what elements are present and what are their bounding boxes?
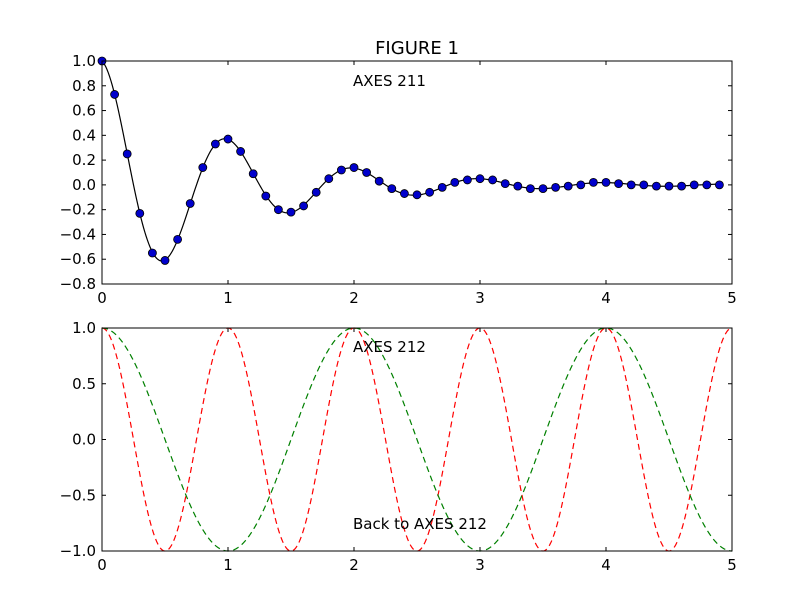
- y-tick-label: −0.4: [60, 225, 96, 243]
- data-point: [135, 208, 145, 218]
- data-point: [374, 176, 384, 186]
- data-point: [387, 184, 397, 194]
- y-tick-label: −0.6: [60, 250, 96, 268]
- data-point: [349, 163, 359, 172]
- data-point: [462, 175, 472, 185]
- x-tick-label: 4: [601, 289, 611, 307]
- y-tick-label: −0.2: [60, 201, 96, 219]
- data-point: [614, 179, 623, 189]
- y-tick-label: 0.0: [72, 431, 96, 449]
- data-point: [702, 180, 712, 190]
- data-point: [160, 256, 170, 265]
- data-point: [450, 178, 460, 187]
- axes-212-series: [101, 327, 733, 552]
- data-point: [122, 149, 132, 159]
- data-point: [399, 189, 409, 198]
- x-tick-label: 0: [97, 556, 107, 574]
- data-point: [147, 248, 157, 258]
- y-tick-label: 0.8: [72, 77, 96, 95]
- axes-211-ticks: 0 1 2 3 4 5 −0.8 −0.6 −0.4 −0.2 0.0 0.2 0.4 0.6 0.8 1.0: [60, 52, 737, 307]
- data-point: [664, 181, 674, 191]
- data-point: [652, 181, 661, 191]
- data-point: [488, 175, 498, 185]
- axes-212-ticks: 0 1 2 3 4 5 −1.0 −0.5 0.0 0.5 1.0: [60, 319, 737, 574]
- axes-212-annotation: AXES 212: [353, 338, 426, 356]
- y-tick-label: −1.0: [60, 542, 96, 560]
- data-point: [500, 179, 510, 189]
- data-point: [626, 180, 636, 190]
- data-point: [173, 234, 183, 244]
- data-point: [677, 181, 686, 191]
- axes-211-annotation: AXES 211: [353, 72, 426, 90]
- y-tick-label: −0.5: [60, 486, 96, 504]
- x-tick-label: 5: [727, 556, 737, 574]
- data-point: [412, 190, 422, 200]
- y-tick-label: 0.2: [72, 151, 96, 169]
- series-line-red: [101, 327, 733, 552]
- data-point: [261, 191, 271, 201]
- x-tick-label: 0: [97, 289, 107, 307]
- data-point: [362, 168, 372, 177]
- axes-211-markers: [97, 56, 724, 265]
- axes-211: 0 1 2 3 4 5 −0.8 −0.6 −0.4 −0.2 0.0 0.2 0.4 0.6 0.8 1.0…: [60, 52, 737, 307]
- data-point: [210, 139, 220, 149]
- data-point: [299, 201, 309, 211]
- data-point: [273, 205, 283, 215]
- data-point: [715, 180, 724, 190]
- axes-212-annotation-back: Back to AXES 212: [353, 515, 487, 533]
- data-point: [601, 178, 611, 187]
- y-tick-label: 0.0: [72, 176, 96, 194]
- x-tick-label: 2: [349, 556, 359, 574]
- data-point: [223, 134, 233, 144]
- data-point: [526, 184, 535, 194]
- data-point: [437, 182, 447, 192]
- data-point: [248, 169, 258, 179]
- y-tick-label: −0.8: [60, 275, 96, 293]
- figure-title: FIGURE 1: [375, 38, 459, 59]
- x-tick-label: 1: [223, 289, 233, 307]
- data-point: [551, 182, 560, 192]
- x-tick-label: 4: [601, 556, 611, 574]
- data-point: [198, 163, 208, 172]
- y-tick-label: 1.0: [72, 319, 96, 337]
- data-point: [311, 187, 321, 197]
- y-tick-label: 1.0: [72, 52, 96, 70]
- data-point: [563, 181, 573, 191]
- data-point: [538, 184, 548, 194]
- axes-211-frame: [101, 60, 733, 285]
- x-tick-label: 3: [475, 556, 485, 574]
- axes-212: 0 1 2 3 4 5 −1.0 −0.5 0.0 0.5 1.0 AXES 212 Back to…: [60, 319, 737, 574]
- data-point: [110, 90, 119, 99]
- data-point: [576, 180, 586, 190]
- x-tick-label: 1: [223, 556, 233, 574]
- data-point: [425, 187, 435, 197]
- data-point: [639, 180, 649, 190]
- data-point: [236, 147, 246, 156]
- data-point: [185, 199, 195, 208]
- x-tick-label: 2: [349, 289, 359, 307]
- y-tick-label: 0.6: [72, 102, 96, 120]
- x-tick-label: 3: [475, 289, 485, 307]
- series-line-green: [101, 327, 733, 552]
- x-tick-label: 5: [727, 289, 737, 307]
- data-point: [689, 180, 699, 190]
- data-point: [589, 178, 598, 187]
- data-point: [513, 181, 523, 191]
- data-point: [475, 174, 485, 184]
- data-point: [324, 174, 334, 184]
- data-point: [286, 207, 296, 217]
- y-tick-label: 0.4: [72, 126, 96, 144]
- data-point: [336, 165, 346, 175]
- y-tick-label: 0.5: [72, 375, 96, 393]
